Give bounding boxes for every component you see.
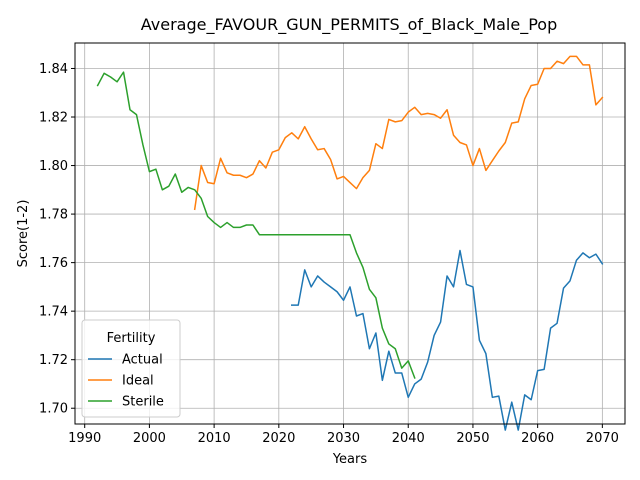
x-tick-label: 2050 xyxy=(456,431,489,446)
y-tick-label: 1.84 xyxy=(39,62,68,77)
series-line-ideal xyxy=(193,55,604,211)
x-tick-label: 2000 xyxy=(133,431,166,446)
x-tick-label: 1990 xyxy=(68,431,101,446)
y-tick-label: 1.80 xyxy=(39,159,68,174)
y-axis-label: Score(1-2) xyxy=(16,200,31,268)
legend-title: Fertility xyxy=(107,331,156,346)
y-axis-ticks: 1.70 1.72 1.74 1.76 1.78 1.80 1.82 1.84 xyxy=(39,62,75,417)
y-tick-label: 1.82 xyxy=(39,111,68,126)
series-line-actual xyxy=(291,249,604,431)
legend-label-sterile: Sterile xyxy=(122,395,164,410)
legend-entries: Actual Ideal Sterile xyxy=(88,353,164,410)
legend-label-ideal: Ideal xyxy=(122,374,154,389)
x-tick-label: 2010 xyxy=(198,431,231,446)
x-tick-label: 2020 xyxy=(262,431,295,446)
x-tick-label: 2070 xyxy=(586,431,619,446)
series-line-sterile xyxy=(96,71,416,379)
grid xyxy=(75,43,625,424)
y-tick-label: 1.72 xyxy=(39,353,68,368)
x-axis-ticks: 1990 2000 2010 2020 2030 2040 2050 2060 2070 xyxy=(68,424,619,446)
legend: Fertility Actual Ideal Sterile xyxy=(81,319,181,418)
series-layer xyxy=(96,55,604,431)
x-tick-label: 2040 xyxy=(392,431,425,446)
plot-frame xyxy=(74,42,626,425)
x-tick-label: 2060 xyxy=(521,431,554,446)
y-tick-label: 1.78 xyxy=(39,208,68,223)
legend-label-actual: Actual xyxy=(122,353,163,368)
y-tick-label: 1.70 xyxy=(39,402,68,417)
y-tick-label: 1.76 xyxy=(39,256,68,271)
chart-title: Average_FAVOUR_GUN_PERMITS_of_Black_Male… xyxy=(141,15,557,35)
y-tick-label: 1.74 xyxy=(39,305,68,320)
x-tick-label: 2030 xyxy=(327,431,360,446)
x-axis-label: Years xyxy=(332,452,368,467)
legend-box xyxy=(81,319,181,418)
